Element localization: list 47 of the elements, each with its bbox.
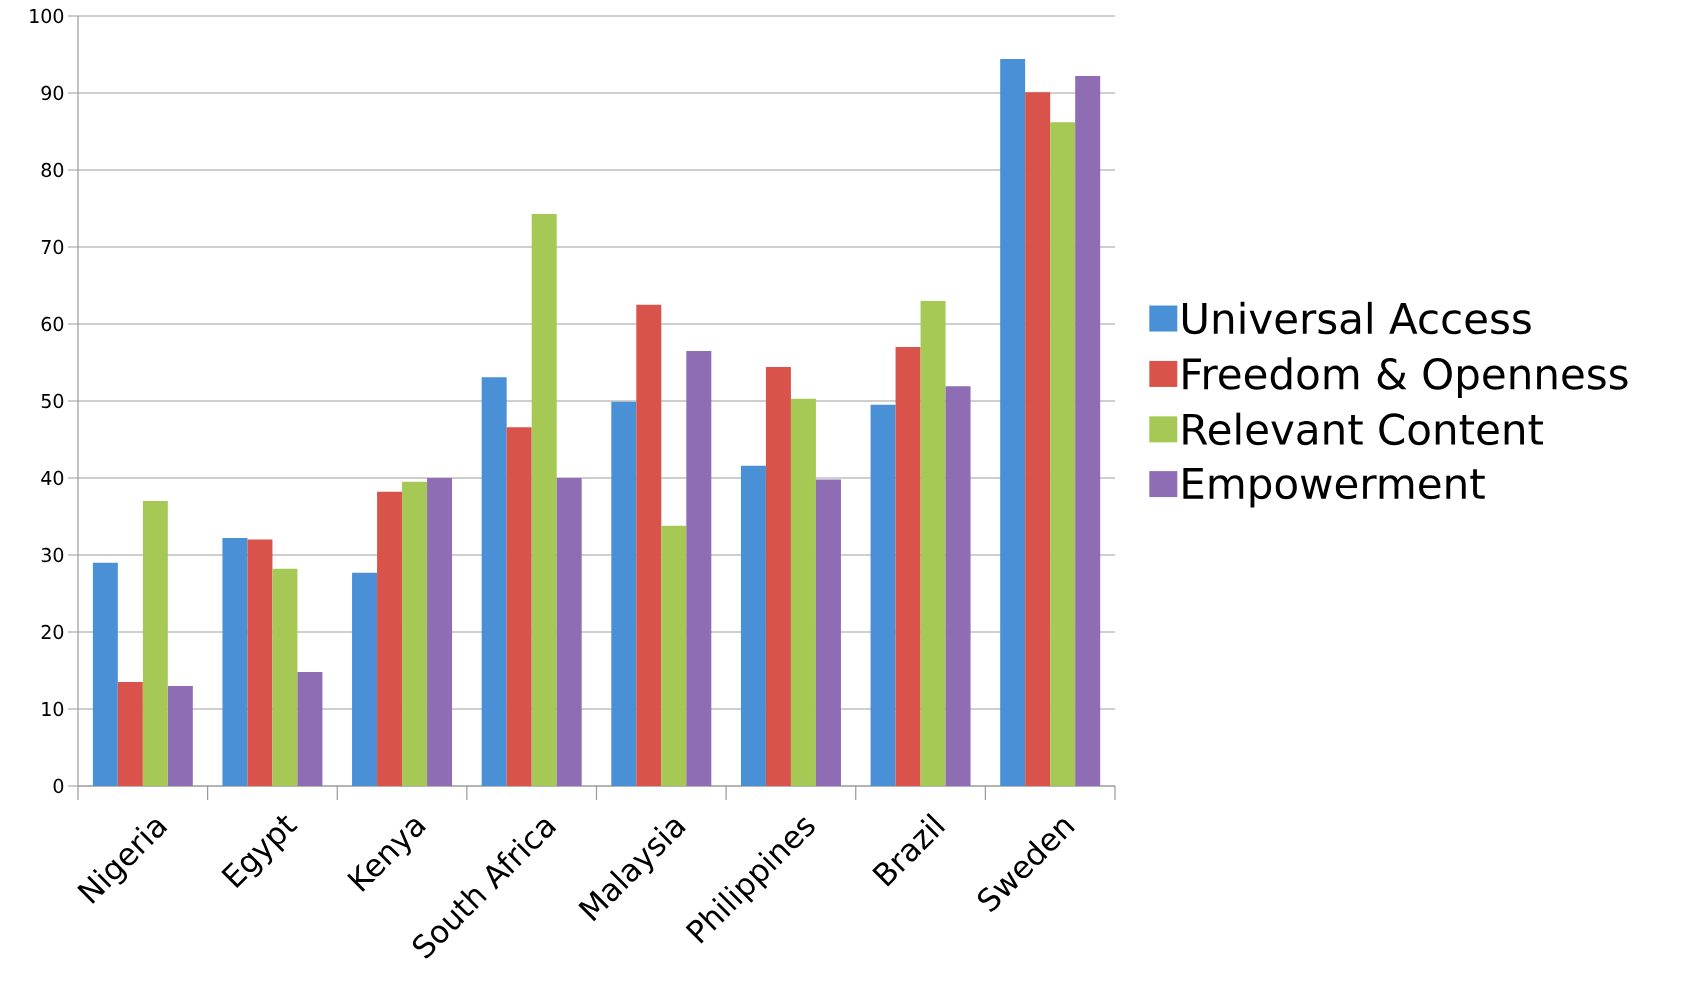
bar bbox=[1000, 59, 1026, 786]
y-tick-label: 60 bbox=[41, 316, 64, 332]
bar bbox=[1050, 122, 1076, 786]
y-tick-label: 70 bbox=[41, 239, 64, 255]
bar bbox=[531, 213, 557, 786]
bar bbox=[920, 300, 946, 786]
bar bbox=[352, 572, 378, 786]
bar bbox=[895, 347, 921, 786]
bar bbox=[611, 401, 637, 786]
bar bbox=[556, 478, 582, 786]
legend-label: Universal Access bbox=[1182, 301, 1531, 335]
bar bbox=[402, 481, 428, 786]
bar bbox=[661, 525, 687, 786]
bar bbox=[790, 398, 816, 786]
y-tick-label: 50 bbox=[41, 393, 64, 409]
bar bbox=[636, 304, 662, 786]
y-tick-label: 20 bbox=[41, 624, 64, 640]
bar bbox=[945, 386, 971, 786]
y-tick-label: 40 bbox=[41, 470, 64, 486]
bar bbox=[686, 350, 712, 786]
bar bbox=[142, 501, 168, 786]
bar bbox=[272, 568, 298, 786]
bar bbox=[815, 479, 841, 786]
bar bbox=[740, 465, 766, 786]
y-tick-label: 0 bbox=[53, 778, 64, 794]
bar bbox=[870, 404, 896, 786]
bar bbox=[167, 685, 193, 786]
bar bbox=[1075, 76, 1101, 786]
bar bbox=[92, 562, 118, 786]
legend-label: Freedom & Openness bbox=[1183, 357, 1628, 398]
bar bbox=[377, 491, 403, 786]
bar bbox=[765, 367, 791, 786]
y-tick-label: 100 bbox=[30, 8, 64, 24]
bar bbox=[1025, 92, 1051, 786]
bar bbox=[481, 377, 507, 786]
bar bbox=[222, 538, 248, 786]
legend-label: Relevant Content bbox=[1183, 412, 1543, 446]
bar bbox=[297, 672, 323, 786]
y-tick-label: 80 bbox=[41, 162, 64, 178]
bar bbox=[506, 427, 532, 786]
bar bbox=[117, 682, 143, 786]
bar bbox=[427, 478, 453, 786]
y-tick-label: 10 bbox=[42, 701, 64, 717]
y-tick-label: 30 bbox=[41, 547, 64, 563]
y-tick-label: 90 bbox=[41, 85, 64, 101]
legend-label: Empowerment bbox=[1183, 468, 1485, 508]
bar bbox=[247, 539, 273, 786]
